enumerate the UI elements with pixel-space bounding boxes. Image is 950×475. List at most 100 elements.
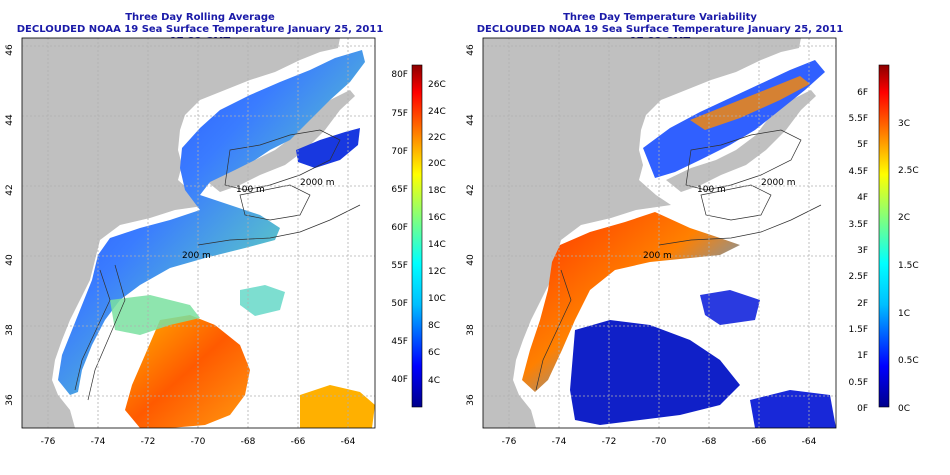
- left-scale-c: 20C: [428, 159, 446, 169]
- right-scale-f: 2.5F: [849, 272, 869, 282]
- left-scale-f: 80F: [391, 70, 408, 80]
- left-scale-c: 24C: [428, 107, 446, 117]
- right-scale-c: 1C: [898, 309, 910, 319]
- right-x-tick: -72: [602, 437, 617, 447]
- right-map: [483, 38, 836, 428]
- left-y-tick: 44: [5, 114, 15, 126]
- right-scale-c: 0.5C: [898, 356, 919, 366]
- right-y-tick: 38: [466, 324, 476, 336]
- left-x-tick: -70: [191, 437, 206, 447]
- right-scale-c: 1.5C: [898, 261, 919, 271]
- right-land: [483, 38, 801, 428]
- left-scale-f: 65F: [391, 185, 408, 195]
- left-grid: [22, 38, 375, 428]
- right-contours: [535, 129, 822, 391]
- right-colorbar-c-labels: 3C 2.5C 2C 1.5C 1C 0.5C 0C: [898, 119, 919, 414]
- right-y-tick: 40: [466, 254, 476, 266]
- right-x-tick: -64: [802, 437, 817, 447]
- left-scale-c: 22C: [428, 133, 446, 143]
- right-x-tick: -66: [752, 437, 767, 447]
- left-contour-label: 100 m: [236, 185, 265, 195]
- left-nova-scotia: [205, 90, 355, 192]
- right-scale-f: 0F: [857, 404, 868, 414]
- left-scale-c: 10C: [428, 294, 446, 304]
- left-y-tick: 38: [5, 324, 15, 336]
- left-y-tick: 40: [5, 254, 15, 266]
- left-scale-f: 75F: [391, 109, 408, 119]
- right-scale-f: 6F: [857, 88, 868, 98]
- left-colorbar-c-labels: 26C 24C 22C 20C 18C 16C 14C 12C 10C 8C 6…: [428, 80, 446, 386]
- left-contours: [74, 129, 361, 401]
- right-scale-f: 3F: [857, 246, 868, 256]
- left-x-tick: -72: [141, 437, 156, 447]
- left-sst-midgreen: [110, 295, 200, 335]
- right-var-gom-hot: [690, 76, 810, 130]
- left-colorbar-f-labels: 80F 75F 70F 65F 60F 55F 50F 45F 40F: [391, 70, 408, 385]
- right-scale-f: 2F: [857, 299, 868, 309]
- left-scale-c: 12C: [428, 267, 446, 277]
- left-land: [22, 38, 340, 428]
- left-y-tick: 42: [5, 184, 15, 195]
- right-scale-f: 5.5F: [849, 114, 869, 124]
- right-scale-f: 5F: [857, 140, 868, 150]
- left-scale-c: 16C: [428, 213, 446, 223]
- right-x-axis: -76 -74 -72 -70 -68 -66 -64: [502, 437, 817, 447]
- right-var-blue-patch: [700, 290, 760, 325]
- left-y-axis: 46 44 42 40 38 36: [5, 44, 15, 406]
- left-x-tick: -66: [291, 437, 306, 447]
- left-sst-warm: [125, 315, 250, 428]
- left-scale-f: 45F: [391, 337, 408, 347]
- right-y-tick: 44: [466, 114, 476, 126]
- right-scale-f: 4F: [857, 193, 868, 203]
- left-scale-c: 14C: [428, 240, 446, 250]
- right-scale-f: 4.5F: [849, 167, 869, 177]
- left-sst-gom: [296, 128, 360, 168]
- right-scale-c: 0C: [898, 404, 910, 414]
- right-y-tick: 46: [466, 44, 476, 56]
- right-x-tick: -76: [502, 437, 517, 447]
- right-contour-label: 100 m: [697, 185, 726, 195]
- right-x-tick: -68: [702, 437, 717, 447]
- left-contour-label: 2000 m: [300, 178, 335, 188]
- right-contour-label: 2000 m: [761, 178, 796, 188]
- right-panel-title: Three Day Temperature Variability: [563, 12, 757, 23]
- left-scale-f: 70F: [391, 147, 408, 157]
- right-var-blue-se: [750, 390, 836, 428]
- right-scale-f: 1.5F: [849, 325, 869, 335]
- left-panel-title: Three Day Rolling Average: [125, 12, 275, 23]
- right-x-tick: -70: [652, 437, 667, 447]
- right-scale-c: 3C: [898, 119, 910, 129]
- right-colorbar-f-labels: 6F 5.5F 5F 4.5F 4F 3.5F 3F 2.5F 2F 1.5F …: [849, 88, 869, 414]
- right-map-frame: [482, 37, 837, 429]
- right-var-shelfbreak: [522, 212, 740, 392]
- left-x-tick: -74: [91, 437, 106, 447]
- right-y-tick: 42: [466, 184, 476, 195]
- left-map: [22, 38, 375, 428]
- left-x-tick: -76: [41, 437, 56, 447]
- left-sst-shelf: [58, 50, 365, 395]
- left-scale-c: 4C: [428, 376, 440, 386]
- right-scale-f: 1F: [857, 351, 868, 361]
- left-sst-patch-east: [240, 285, 285, 316]
- left-x-tick: -64: [341, 437, 356, 447]
- left-scale-f: 40F: [391, 375, 408, 385]
- right-contour-label: 200 m: [643, 251, 672, 261]
- left-scale-c: 18C: [428, 186, 446, 196]
- left-map-frame: [21, 37, 376, 429]
- left-scale-c: 8C: [428, 321, 440, 331]
- left-scale-c: 26C: [428, 80, 446, 90]
- right-scale-f: 3.5F: [849, 220, 869, 230]
- right-x-tick: -74: [552, 437, 567, 447]
- left-contour-label: 200 m: [182, 251, 211, 261]
- left-y-tick: 36: [5, 394, 15, 406]
- right-scale-c: 2.5C: [898, 166, 919, 176]
- right-scale-f: 0.5F: [849, 378, 869, 388]
- left-scale-f: 50F: [391, 299, 408, 309]
- left-scale-f: 60F: [391, 223, 408, 233]
- left-x-tick: -68: [241, 437, 256, 447]
- left-x-axis: -76 -74 -72 -70 -68 -66 -64: [41, 437, 356, 447]
- right-grid: [483, 38, 836, 428]
- right-scale-c: 2C: [898, 213, 910, 223]
- right-nova-scotia: [666, 90, 816, 192]
